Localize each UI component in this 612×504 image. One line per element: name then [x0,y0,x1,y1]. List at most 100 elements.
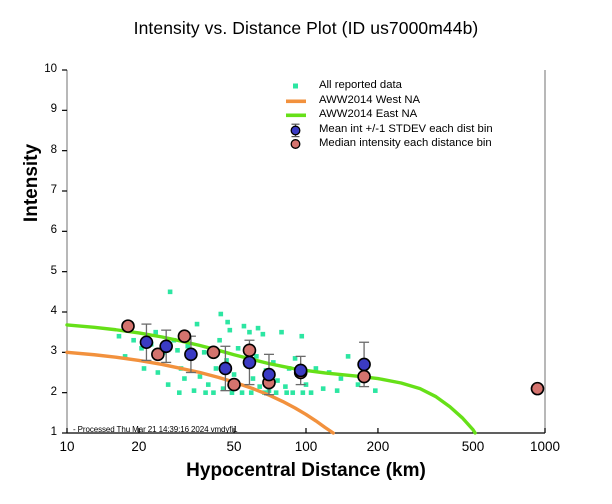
x-tick-label: 200 [366,439,390,454]
y-tick-label: 2 [50,385,57,398]
data-point-mean [262,367,276,382]
data-point-all-reported [250,376,256,381]
data-point-all-reported [292,356,298,361]
y-tick-label: 3 [50,345,57,358]
data-point-median [530,381,545,396]
data-point-mean [184,347,198,362]
data-point-all-reported [247,329,252,335]
x-tick-label: 20 [131,439,147,454]
data-point-all-reported [338,376,344,381]
data-point-median [151,347,165,362]
data-point-all-reported [299,333,305,339]
data-point-all-reported [176,390,182,395]
data-point-all-reported [320,386,326,391]
data-point-all-reported [275,378,280,383]
data-point-all-reported [213,366,219,371]
data-point-all-reported [229,390,235,395]
data-point-mean [293,363,308,378]
legend-item-mean-intensity: Mean int +/-1 STDEV each dist bin [283,123,523,138]
data-point-all-reported [185,343,191,349]
data-point-all-reported [203,390,208,395]
legend-label: AWW2014 East NA [319,108,418,120]
data-point-all-reported [153,329,158,335]
data-point-all-reported [191,388,197,393]
legend-item-all-reported-data: All reported data [283,79,523,94]
data-point-median [206,345,221,360]
data-point-all-reported [334,388,340,393]
data-point-all-reported [197,374,203,379]
data-point-all-reported [225,319,230,325]
data-point-all-reported [373,388,378,393]
x-tick-label: 10 [59,439,75,454]
data-point-all-reported [235,346,241,351]
data-point-median [121,319,135,333]
legend-item-median-intensity: Median intensity each distance bin [283,137,523,152]
errorbar-marker-icon [283,123,313,137]
data-point-all-reported [139,346,144,351]
y-tick-label: 4 [50,305,57,317]
data-point-all-reported [300,390,306,395]
y-tick-label: 6 [50,224,57,237]
legend-label: Mean int +/-1 STDEV each dist bin [319,122,493,135]
data-point-all-reported [355,382,361,387]
processed-annotation: - Processed Thu Mar 21 14:39:16 2024 vmd… [73,425,238,434]
data-point-all-reported [220,386,226,391]
data-point-all-reported [211,390,216,395]
data-point-all-reported [284,390,289,395]
legend-label: Median intensity each distance bin [319,137,492,149]
data-point-median [357,369,371,384]
data-point-all-reported [217,337,222,343]
y-tick-label: 5 [50,264,57,277]
data-point-median [242,343,257,358]
data-point-mean [218,361,233,376]
data-point-mean [242,355,257,370]
data-point-all-reported [290,390,296,395]
data-point-all-reported [260,331,266,337]
data-point-all-reported [248,390,254,395]
data-point-mean [159,339,173,354]
data-point-all-reported [257,384,262,389]
data-point-all-reported [279,329,284,335]
y-tick-label: 1 [50,426,57,438]
data-point-all-reported [345,354,351,359]
square-marker-icon [283,79,313,93]
x-tick-label: 1000 [529,439,561,454]
data-point-all-reported [165,382,171,387]
data-point-all-reported [116,333,122,339]
data-point-all-reported [271,360,276,365]
data-point-all-reported [239,390,245,395]
data-point-all-reported [175,348,180,353]
x-tick-label: 100 [294,439,318,454]
data-point-all-reported [167,289,173,295]
data-point-median [177,329,192,344]
data-point-all-reported [231,372,237,377]
data-point-all-reported [218,311,224,317]
data-point-all-reported [205,382,211,387]
data-point-median [227,377,241,392]
legend-label: AWW2014 West NA [319,93,421,106]
data-point-all-reported [182,376,187,381]
legend-item-aww2014-west-na: AWW2014 West NA [283,94,523,109]
x-axis-label: Hypocentral Distance (km) [186,460,426,481]
y-tick-label: 10 [44,63,57,75]
data-point-all-reported [273,390,279,395]
x-tick-label: 500 [461,439,485,454]
line-swatch-icon [283,108,313,122]
y-tick-label: 9 [50,103,57,116]
legend-label: All reported data [319,79,402,91]
chart-legend: All reported data AWW2014 West NA AWW201… [283,79,523,153]
data-point-all-reported [201,350,207,355]
data-point-all-reported [131,337,136,343]
x-tick-label: 50 [226,439,242,454]
data-point-all-reported [122,354,128,359]
y-tick-label: 8 [50,143,57,156]
data-point-all-reported [224,358,229,363]
line-swatch-icon [283,94,313,108]
data-point-all-reported [308,390,314,395]
data-point-all-reported [227,327,233,333]
data-point-all-reported [141,366,147,371]
data-point-all-reported [303,382,309,387]
page-title: Intensity vs. Distance Plot (ID us7000m4… [133,18,479,38]
